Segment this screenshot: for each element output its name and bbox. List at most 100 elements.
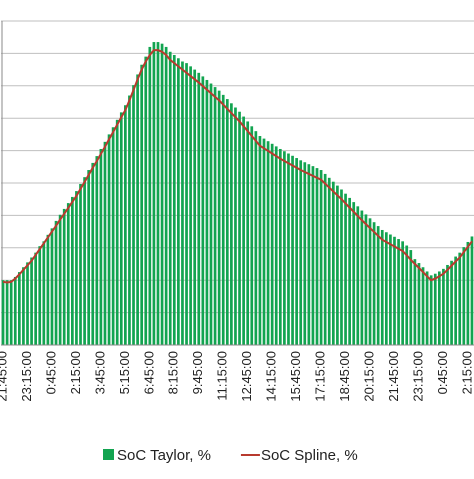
legend-label: SoC Taylor, % [117, 447, 211, 464]
bar [9, 280, 13, 345]
bar [58, 214, 62, 345]
bar [26, 262, 29, 345]
bar [315, 168, 319, 345]
bar [246, 121, 250, 345]
bar [221, 94, 225, 345]
bar [291, 155, 294, 345]
bar [401, 241, 404, 345]
bar [450, 260, 453, 345]
bar [152, 42, 156, 346]
bar [319, 170, 323, 345]
bar [250, 126, 254, 345]
bar [87, 170, 91, 345]
bar [99, 148, 103, 345]
x-tick-label: 18:45:00 [337, 351, 352, 402]
bar [140, 64, 144, 346]
bar [323, 173, 327, 345]
bar [393, 236, 396, 345]
bar [389, 234, 392, 345]
bar [95, 156, 99, 345]
x-tick-label: 2:15:00 [459, 351, 474, 394]
bar [454, 256, 458, 345]
bar [311, 166, 315, 345]
bar [437, 271, 441, 345]
bar [213, 87, 217, 345]
bar [1, 280, 5, 345]
bar [13, 276, 17, 345]
bar [50, 228, 54, 345]
bar [42, 241, 46, 345]
x-tick-label: 0:45:00 [435, 351, 450, 394]
bar [470, 236, 474, 345]
bar [156, 42, 160, 346]
x-tick-label: 20:15:00 [361, 351, 376, 402]
x-tick-label: 3:45:00 [92, 351, 107, 394]
x-tick-label: 9:45:00 [190, 351, 205, 394]
bar [384, 232, 388, 345]
bar [168, 51, 172, 345]
bar [283, 151, 286, 345]
x-tick-label: 5:15:00 [117, 351, 132, 394]
x-tick-label: 23:15:00 [410, 351, 425, 402]
bar [128, 95, 131, 346]
bar [83, 177, 86, 345]
bar [46, 234, 50, 345]
bar [177, 58, 180, 345]
x-tick-label: 21:45:00 [0, 351, 9, 402]
bar [458, 252, 462, 345]
bar [348, 197, 351, 345]
bar [38, 246, 42, 345]
bar [238, 111, 241, 345]
bar [17, 272, 21, 345]
bar [136, 74, 139, 346]
bar [327, 177, 331, 345]
bar [331, 181, 335, 345]
bar [160, 43, 164, 346]
bar [75, 191, 78, 345]
bar [344, 193, 347, 345]
bar [91, 162, 95, 345]
bar [446, 264, 449, 345]
bar [270, 143, 274, 345]
bar [132, 85, 135, 345]
x-tick-label: 8:15:00 [166, 351, 181, 394]
bar [421, 267, 425, 345]
x-tick-label: 15:45:00 [288, 351, 303, 402]
bar [144, 56, 148, 345]
bar [115, 119, 119, 345]
bar [380, 229, 384, 345]
x-tick-label: 14:15:00 [264, 351, 279, 402]
bar [376, 226, 380, 345]
bar [262, 138, 266, 345]
bar [185, 63, 188, 346]
x-tick-label: 12:45:00 [239, 351, 254, 402]
x-tick-label: 2:15:00 [68, 351, 83, 394]
bar [360, 210, 364, 345]
x-tick-label: 21:45:00 [386, 351, 401, 402]
bar [287, 153, 290, 345]
bar [258, 136, 262, 345]
x-tick-label: 23:15:00 [19, 351, 34, 402]
bar [364, 214, 368, 345]
bar [189, 66, 192, 346]
bar [278, 148, 282, 345]
bar [303, 162, 307, 345]
bar [299, 160, 303, 345]
bar [433, 273, 437, 345]
bar [172, 55, 176, 346]
bar [352, 202, 356, 345]
bar [103, 141, 107, 345]
bar [397, 239, 400, 345]
bar [234, 107, 237, 346]
bar [356, 206, 360, 345]
bar [148, 46, 152, 346]
bar [368, 218, 372, 345]
bar [225, 99, 229, 345]
bar [266, 141, 270, 345]
bar [442, 268, 445, 345]
bar [429, 275, 433, 345]
bar [79, 183, 82, 345]
line [2, 49, 473, 284]
bar [417, 263, 421, 345]
